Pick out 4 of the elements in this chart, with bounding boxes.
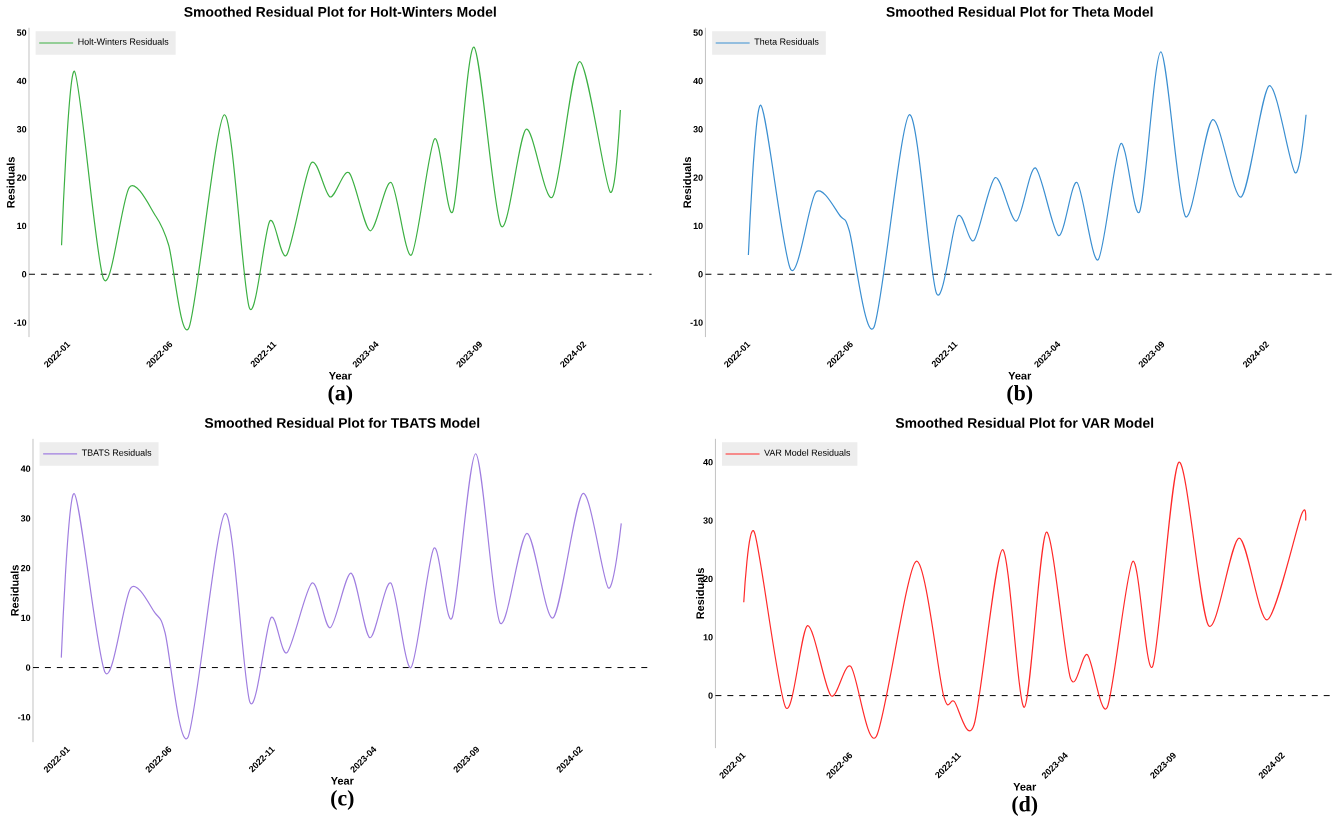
text: (c)	[331, 789, 354, 810]
text: (b)	[1007, 384, 1033, 405]
text: (d)	[1012, 795, 1038, 816]
text: (a)	[328, 384, 353, 405]
